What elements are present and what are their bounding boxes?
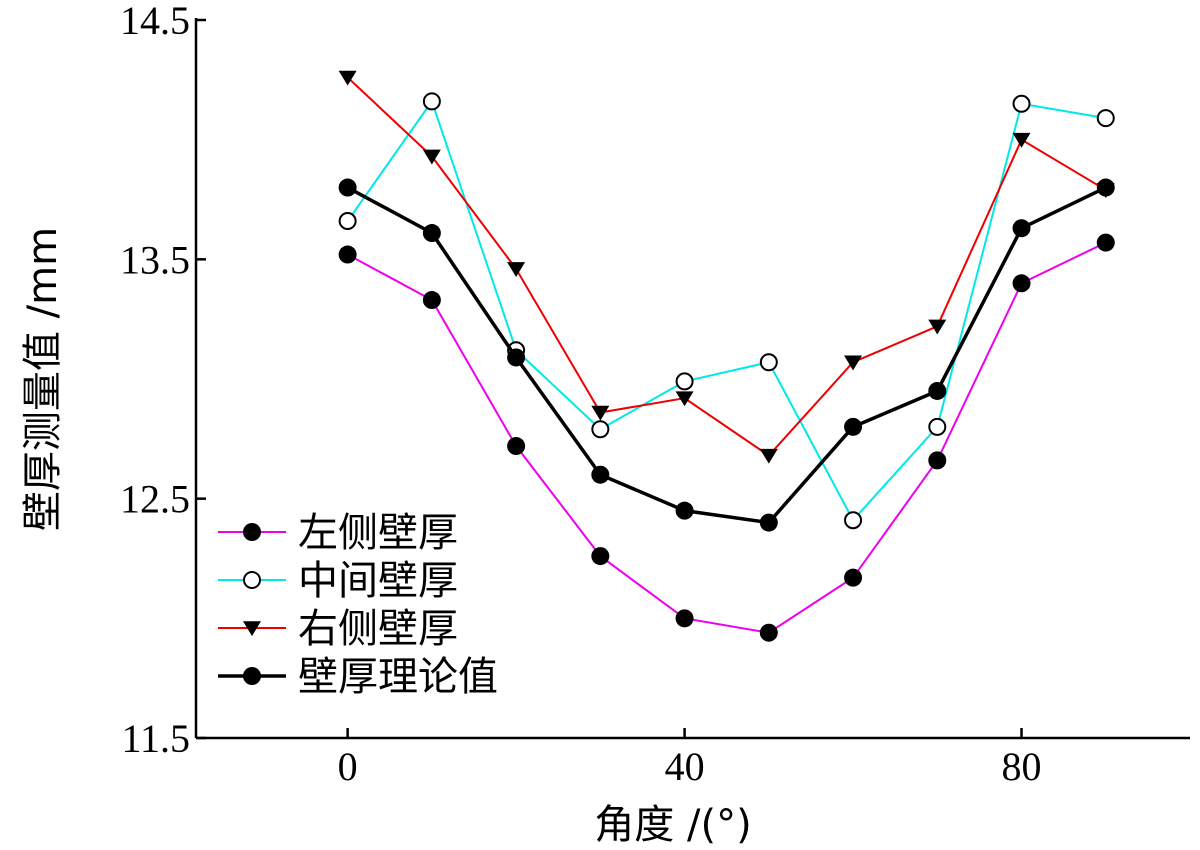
data-point <box>759 353 778 372</box>
legend-entry: 左侧壁厚 <box>218 510 458 556</box>
data-point <box>338 70 357 86</box>
data-point <box>422 224 441 243</box>
data-point <box>759 623 778 642</box>
data-point <box>844 568 863 587</box>
series-line <box>346 76 1107 457</box>
data-point <box>675 372 694 391</box>
data-point <box>422 149 441 165</box>
data-point <box>759 448 778 464</box>
data-point <box>591 405 610 421</box>
legend-marker <box>243 571 261 589</box>
data-point <box>591 465 610 484</box>
data-point <box>338 178 357 197</box>
y-tick-label: 12.5 <box>120 477 190 522</box>
data-point <box>928 381 947 400</box>
legend-marker <box>243 621 261 637</box>
y-tick-label: 11.5 <box>121 716 190 761</box>
data-point <box>507 437 526 456</box>
x-axis-label: 角度 /(°) <box>594 802 751 848</box>
data-point <box>1012 94 1031 113</box>
data-point <box>507 348 526 367</box>
data-point <box>844 511 863 530</box>
x-tick-label: 40 <box>665 744 705 789</box>
x-tick-label: 0 <box>338 744 358 789</box>
series-line <box>347 241 1107 634</box>
data-point <box>1096 178 1115 197</box>
data-point <box>928 319 947 335</box>
data-point <box>338 245 357 264</box>
data-point <box>928 417 947 436</box>
data-point <box>844 355 863 371</box>
data-point <box>1012 219 1031 238</box>
data-point <box>507 262 526 278</box>
data-point <box>422 291 441 310</box>
legend-label: 右侧壁厚 <box>298 606 458 652</box>
series-2 <box>338 92 1115 530</box>
legend-label: 壁厚理论值 <box>298 654 498 700</box>
legend-entry: 中间壁厚 <box>218 558 458 604</box>
legend-marker <box>243 667 261 685</box>
data-point <box>675 391 694 407</box>
legend-entry: 壁厚理论值 <box>218 654 498 700</box>
legend-label: 中间壁厚 <box>298 558 458 604</box>
data-point <box>1096 109 1115 128</box>
axes: 11.5 12.5 13.5 14.5 0 40 80 <box>120 0 1190 789</box>
data-point <box>338 212 357 231</box>
data-point <box>1012 274 1031 293</box>
y-tick-label: 13.5 <box>120 237 190 282</box>
series-line <box>346 99 1106 522</box>
y-tick-label: 14.5 <box>120 0 190 43</box>
data-point <box>759 513 778 532</box>
data-point <box>928 451 947 470</box>
series-4 <box>338 178 1115 532</box>
legend-marker <box>243 523 261 541</box>
data-point <box>675 501 694 520</box>
data-point <box>591 420 610 439</box>
data-point <box>422 92 441 111</box>
data-point <box>675 609 694 628</box>
data-point <box>1012 132 1031 148</box>
series-layer <box>338 70 1115 642</box>
series-3 <box>338 70 1115 464</box>
series-line <box>346 185 1107 525</box>
legend-label: 左侧壁厚 <box>298 510 458 556</box>
y-axis-label: 壁厚测量值 /mm <box>20 227 66 531</box>
legend-entry: 右侧壁厚 <box>218 606 458 652</box>
series-1 <box>338 233 1115 642</box>
data-point <box>591 547 610 566</box>
data-point <box>1096 233 1115 252</box>
x-tick-label: 80 <box>1002 744 1042 789</box>
data-point <box>844 417 863 436</box>
